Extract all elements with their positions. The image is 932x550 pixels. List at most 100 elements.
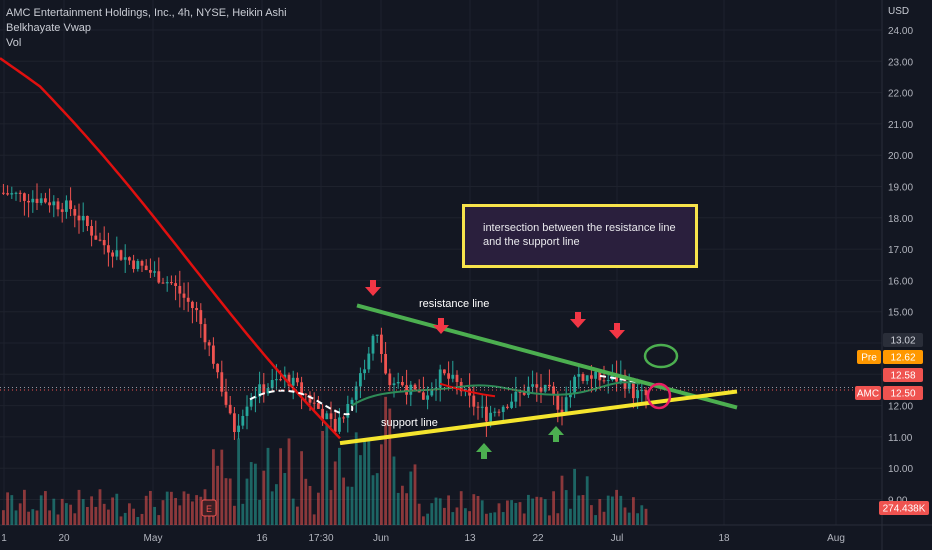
candle-body — [518, 391, 522, 393]
volume-bar — [304, 478, 308, 525]
candle-body — [585, 375, 589, 381]
candle-body — [497, 411, 501, 413]
y-tick-label: 10.00 — [888, 464, 913, 475]
candle-body — [354, 386, 358, 400]
volume-bar — [178, 505, 182, 525]
x-tick-label: Jul — [611, 533, 624, 544]
volume-bar — [48, 510, 51, 525]
volume-bar — [384, 396, 387, 525]
candle-body — [136, 261, 140, 269]
candle-body — [489, 412, 492, 422]
volume-bar — [451, 512, 455, 525]
vwap-deviation-line — [439, 382, 496, 398]
volume-bar — [573, 468, 576, 525]
candle-body — [165, 282, 169, 284]
volume-bar — [350, 486, 354, 525]
volume-bar — [594, 515, 597, 525]
volume-bar — [619, 495, 623, 525]
volume-bar — [464, 508, 467, 525]
volume-bar — [552, 491, 555, 525]
volume-bar — [115, 493, 119, 525]
candle-body — [94, 235, 98, 240]
candle-body — [396, 381, 400, 384]
volume-bar — [81, 499, 85, 525]
volume-bar — [325, 423, 329, 525]
volume-bar — [228, 478, 232, 525]
candle-body — [426, 395, 429, 400]
candle-body — [380, 334, 383, 354]
y-tick-label: 23.00 — [888, 57, 913, 68]
symbol-label-bg — [855, 386, 881, 400]
symbol-label: AMC — [857, 389, 879, 400]
x-tick-label: 20 — [58, 533, 70, 544]
candle-body — [438, 369, 442, 388]
volume-bar — [220, 449, 224, 525]
volume-bar — [308, 485, 312, 525]
y-tick-label: 18.00 — [888, 214, 913, 225]
time-axis[interactable]: 1 20 May 16 17:30 Jun 13 22 Jul 18 Aug — [1, 533, 845, 544]
volume-bar — [258, 499, 261, 525]
candle-body — [493, 411, 497, 413]
volume-bar — [245, 478, 249, 525]
candle-body — [548, 384, 551, 387]
volume-bar — [392, 456, 396, 525]
down-arrow-icon — [365, 280, 381, 296]
volume-bar — [52, 498, 56, 525]
candle-body — [174, 283, 177, 286]
price-axis[interactable]: 24.00 23.00 22.00 21.00 20.00 19.00 18.00 17.00… — [888, 26, 913, 507]
volume-bar — [182, 491, 186, 525]
candle-body — [388, 373, 392, 386]
candle-body — [18, 192, 22, 194]
volume-bar — [77, 489, 81, 525]
candle-body — [157, 271, 161, 283]
candle-body — [615, 375, 618, 382]
candle-body — [275, 379, 278, 381]
volume-badge-bg — [879, 501, 929, 515]
volume-bar — [44, 491, 47, 525]
candle-body — [405, 385, 408, 395]
volume-bar — [291, 498, 295, 525]
candle-body — [375, 334, 379, 336]
candle-body — [69, 200, 72, 210]
volume-bar — [161, 500, 165, 525]
volume-bar — [94, 506, 98, 525]
volume-bar — [23, 489, 26, 525]
candle-body — [258, 384, 261, 397]
candle-body — [56, 201, 60, 210]
volume-bar — [430, 503, 434, 525]
candle-body — [98, 239, 102, 241]
candle-body — [342, 417, 345, 419]
x-tick-label: 18 — [718, 533, 730, 544]
indicator-vwap[interactable]: Belkhayate Vwap — [6, 22, 91, 34]
candle-body — [543, 384, 547, 392]
volume-bar — [606, 495, 610, 525]
candle-body — [480, 406, 484, 408]
candle-body — [409, 384, 413, 395]
indicator-volume[interactable]: Vol — [6, 37, 22, 49]
candle-body — [472, 395, 476, 407]
symbol-title[interactable]: AMC Entertainment Holdings, Inc., 4h, NY… — [6, 7, 287, 19]
candle-body — [329, 413, 333, 419]
candle-body — [430, 389, 434, 396]
volume-bar — [60, 498, 64, 525]
candle-body — [81, 215, 85, 221]
candle-body — [485, 406, 488, 422]
candle-body — [300, 382, 303, 394]
annotation-box[interactable]: intersection between the resistance line… — [462, 204, 698, 268]
volume-bar — [300, 451, 303, 525]
volume-bar — [598, 499, 602, 525]
volume-bar — [434, 497, 438, 525]
x-tick-label: May — [144, 533, 163, 544]
volume-bar — [153, 506, 156, 525]
volume-bar — [623, 507, 627, 525]
volume-bar — [329, 490, 333, 525]
y-tick-label: 12.00 — [888, 402, 913, 413]
candle-body — [119, 250, 123, 260]
candle-body — [304, 393, 308, 396]
volume-bar — [123, 512, 127, 525]
candle-body — [312, 402, 316, 404]
volume-bar — [69, 504, 72, 525]
volume-bar — [283, 473, 287, 525]
volume-bar — [128, 503, 131, 525]
